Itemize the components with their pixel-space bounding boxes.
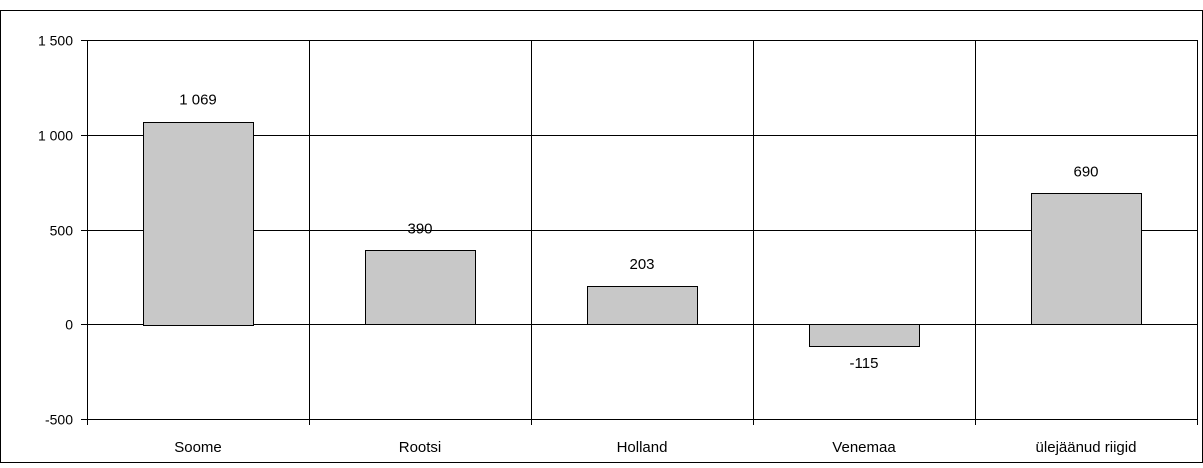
x-tick-label: ülejäänud riigid (1036, 439, 1137, 456)
data-labels: 1 069 390 203 -115 690 (179, 92, 1098, 372)
data-label: -115 (850, 355, 879, 372)
bar (365, 250, 476, 325)
y-tick-label: 1 500 (38, 33, 73, 49)
data-label: 203 (629, 256, 654, 273)
data-label: 690 (1073, 163, 1098, 180)
y-tick-label: 500 (50, 223, 74, 239)
axes: 1 500 1 000 500 0 -500 Soome Rootsi Holland Vene… (38, 33, 1137, 457)
data-label: 1 069 (179, 92, 217, 109)
y-tick-label: -500 (45, 412, 73, 428)
x-tick-label: Rootsi (399, 439, 442, 456)
x-tick-label: Venemaa (832, 439, 896, 456)
bar (809, 324, 920, 347)
bars (143, 122, 1142, 347)
x-tick-label: Holland (617, 439, 668, 456)
y-tick-label: 1 000 (38, 128, 73, 144)
bar (1031, 193, 1142, 325)
bar (587, 286, 698, 325)
x-tick-label: Soome (174, 439, 222, 456)
y-tick-label: 0 (65, 317, 73, 333)
bar (143, 122, 254, 326)
data-label: 390 (407, 220, 432, 237)
